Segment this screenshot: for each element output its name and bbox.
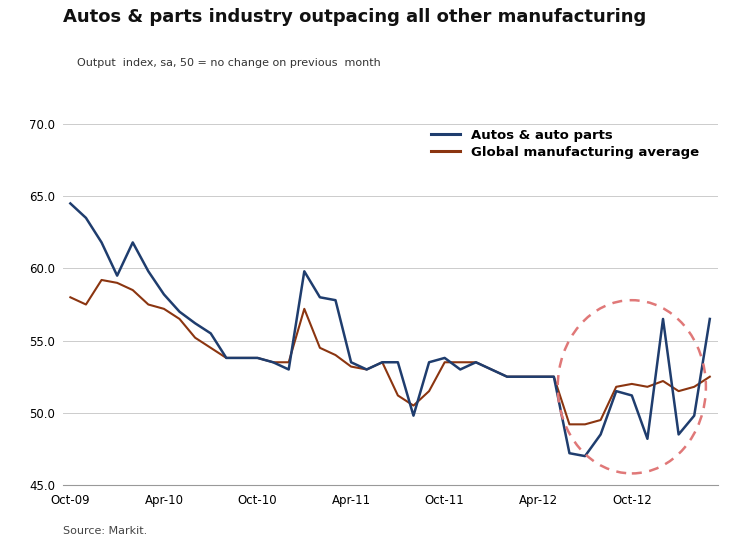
Text: Source: Markit.: Source: Markit. bbox=[63, 526, 146, 536]
Text: Output  index, sa, 50 = no change on previous  month: Output index, sa, 50 = no change on prev… bbox=[77, 58, 381, 67]
Legend: Autos & auto parts, Global manufacturing average: Autos & auto parts, Global manufacturing… bbox=[426, 124, 704, 164]
Text: Autos & parts industry outpacing all other manufacturing: Autos & parts industry outpacing all oth… bbox=[63, 8, 645, 26]
